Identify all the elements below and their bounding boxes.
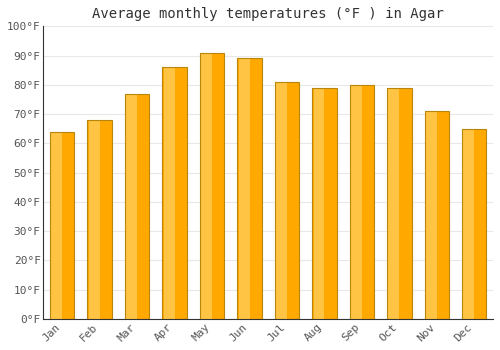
Bar (424, 111, 449, 319)
Bar (50, 132, 74, 319)
Bar (275, 82, 299, 319)
Bar (350, 85, 374, 319)
Bar (200, 52, 224, 319)
Bar (88, 120, 100, 319)
Bar (162, 67, 187, 319)
Bar (426, 111, 437, 319)
Bar (125, 93, 150, 319)
Bar (312, 88, 336, 319)
Bar (201, 52, 212, 319)
Bar (312, 88, 336, 319)
Bar (314, 88, 324, 319)
Bar (164, 67, 174, 319)
Bar (162, 67, 187, 319)
Bar (125, 93, 150, 319)
Bar (387, 88, 411, 319)
Bar (350, 85, 374, 319)
Bar (388, 88, 400, 319)
Bar (238, 58, 262, 319)
Bar (387, 88, 411, 319)
Bar (238, 58, 250, 319)
Bar (88, 120, 112, 319)
Bar (51, 132, 62, 319)
Bar (276, 82, 287, 319)
Bar (462, 129, 486, 319)
Bar (464, 129, 474, 319)
Bar (50, 132, 74, 319)
Bar (462, 129, 486, 319)
Bar (126, 93, 137, 319)
Bar (88, 120, 112, 319)
Title: Average monthly temperatures (°F ) in Agar: Average monthly temperatures (°F ) in Ag… (92, 7, 444, 21)
Bar (200, 52, 224, 319)
Bar (351, 85, 362, 319)
Bar (275, 82, 299, 319)
Bar (424, 111, 449, 319)
Bar (238, 58, 262, 319)
